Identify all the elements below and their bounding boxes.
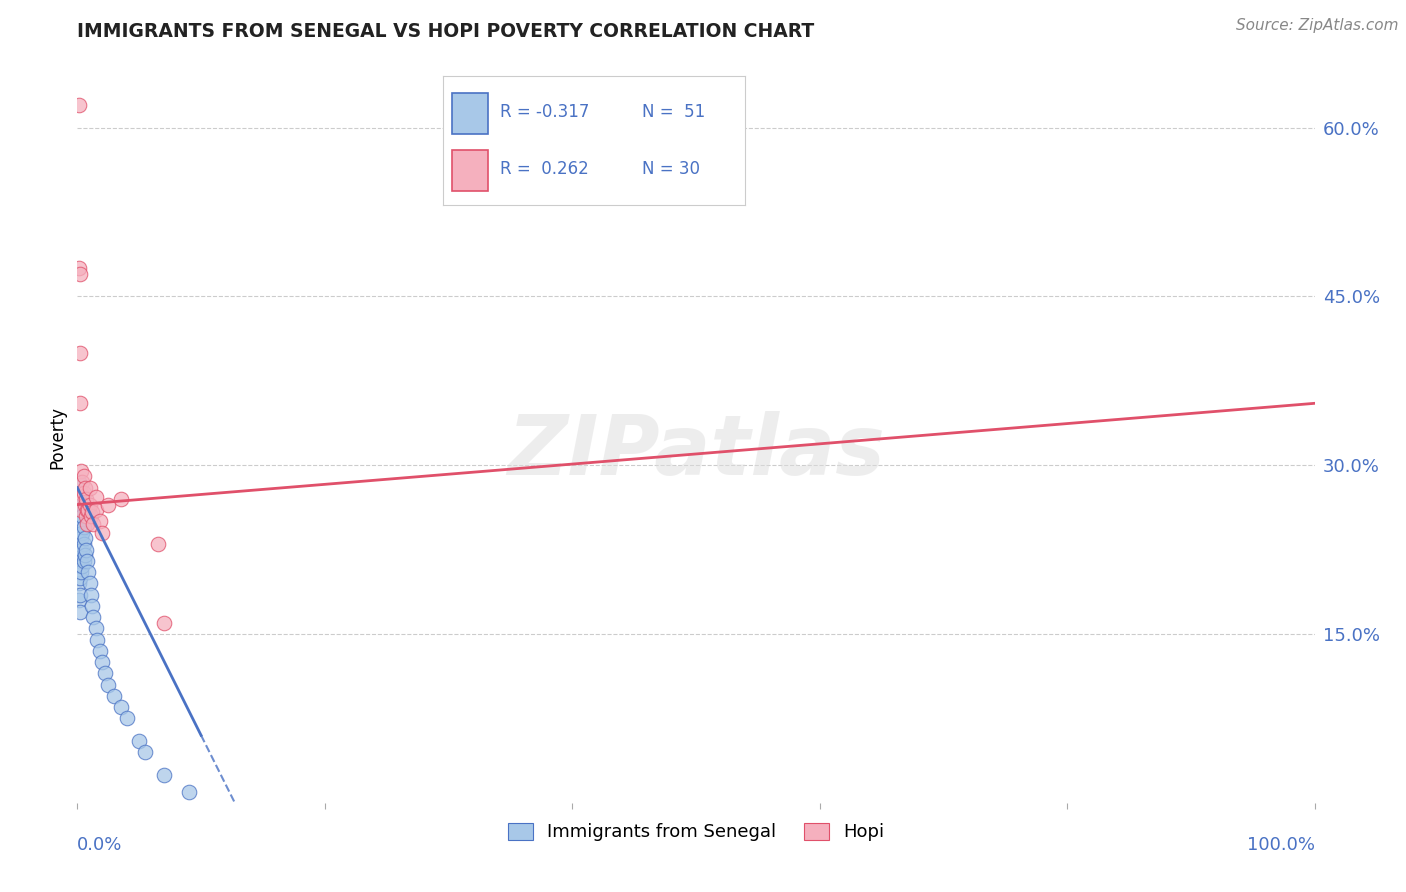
Point xyxy=(91,525,114,540)
Point xyxy=(72,554,94,568)
Point xyxy=(128,734,150,748)
Point xyxy=(67,525,90,540)
Point xyxy=(103,689,125,703)
Point xyxy=(69,345,91,359)
Point xyxy=(72,475,94,489)
Point xyxy=(67,475,90,489)
Point xyxy=(177,784,200,798)
Point xyxy=(110,700,132,714)
Point xyxy=(84,621,107,635)
Point xyxy=(67,559,90,574)
Point xyxy=(110,491,132,506)
Point xyxy=(146,537,169,551)
Point xyxy=(69,503,91,517)
Point xyxy=(72,491,94,506)
Point xyxy=(72,559,94,574)
Y-axis label: Poverty: Poverty xyxy=(48,406,66,468)
Point xyxy=(70,515,93,529)
FancyBboxPatch shape xyxy=(451,150,488,191)
Point xyxy=(69,539,91,553)
Point xyxy=(69,605,91,619)
Text: IMMIGRANTS FROM SENEGAL VS HOPI POVERTY CORRELATION CHART: IMMIGRANTS FROM SENEGAL VS HOPI POVERTY … xyxy=(77,22,814,41)
Point xyxy=(115,711,138,725)
Point xyxy=(77,503,100,517)
FancyBboxPatch shape xyxy=(451,93,488,134)
Point xyxy=(134,745,156,759)
Point xyxy=(84,503,107,517)
Point xyxy=(73,548,96,562)
Point xyxy=(79,576,101,591)
Point xyxy=(76,554,98,568)
Point xyxy=(73,481,96,495)
Point xyxy=(72,542,94,557)
Point xyxy=(72,508,94,523)
Point xyxy=(80,588,103,602)
Legend: Immigrants from Senegal, Hopi: Immigrants from Senegal, Hopi xyxy=(501,815,891,848)
Text: R =  0.262: R = 0.262 xyxy=(501,160,589,178)
Point xyxy=(69,396,91,410)
Point xyxy=(80,508,103,523)
Point xyxy=(97,498,120,512)
Point xyxy=(153,767,176,781)
Point xyxy=(69,486,91,500)
Point xyxy=(67,261,90,276)
Point xyxy=(70,503,93,517)
Point xyxy=(67,576,90,591)
Point xyxy=(73,532,96,546)
Point xyxy=(97,678,120,692)
Point xyxy=(93,666,115,681)
Point xyxy=(89,515,111,529)
Point xyxy=(86,632,108,647)
Point xyxy=(72,469,94,483)
Point xyxy=(69,588,91,602)
Point xyxy=(67,98,90,112)
Point xyxy=(76,516,98,531)
Point xyxy=(79,481,101,495)
Point xyxy=(70,486,93,500)
Point xyxy=(72,525,94,540)
Point xyxy=(73,498,96,512)
Point xyxy=(67,508,90,523)
Point xyxy=(75,491,97,506)
Text: Source: ZipAtlas.com: Source: ZipAtlas.com xyxy=(1236,18,1399,33)
Point xyxy=(69,571,91,585)
Point xyxy=(82,516,104,531)
Text: R = -0.317: R = -0.317 xyxy=(501,103,589,121)
Point xyxy=(70,565,93,579)
Point xyxy=(82,599,104,613)
Point xyxy=(79,498,101,512)
Point xyxy=(72,537,94,551)
Point xyxy=(153,615,176,630)
Point xyxy=(82,506,104,520)
Point xyxy=(69,554,91,568)
Point xyxy=(69,267,91,281)
Point xyxy=(67,491,90,506)
Text: N =  51: N = 51 xyxy=(643,103,706,121)
Text: 0.0%: 0.0% xyxy=(77,836,122,854)
Point xyxy=(72,520,94,534)
Point xyxy=(89,644,111,658)
Point xyxy=(82,610,104,624)
Point xyxy=(70,532,93,546)
Text: N = 30: N = 30 xyxy=(643,160,700,178)
Point xyxy=(70,498,93,512)
Point xyxy=(91,655,114,669)
Point xyxy=(70,550,93,565)
Point xyxy=(67,542,90,557)
Point xyxy=(69,520,91,534)
Text: 100.0%: 100.0% xyxy=(1247,836,1315,854)
Point xyxy=(67,593,90,607)
Text: ZIPatlas: ZIPatlas xyxy=(508,411,884,492)
Point xyxy=(84,490,107,504)
Point xyxy=(76,503,98,517)
Point xyxy=(72,486,94,500)
Point xyxy=(70,464,93,478)
Point xyxy=(75,542,97,557)
Point xyxy=(75,508,97,523)
Point xyxy=(77,565,100,579)
